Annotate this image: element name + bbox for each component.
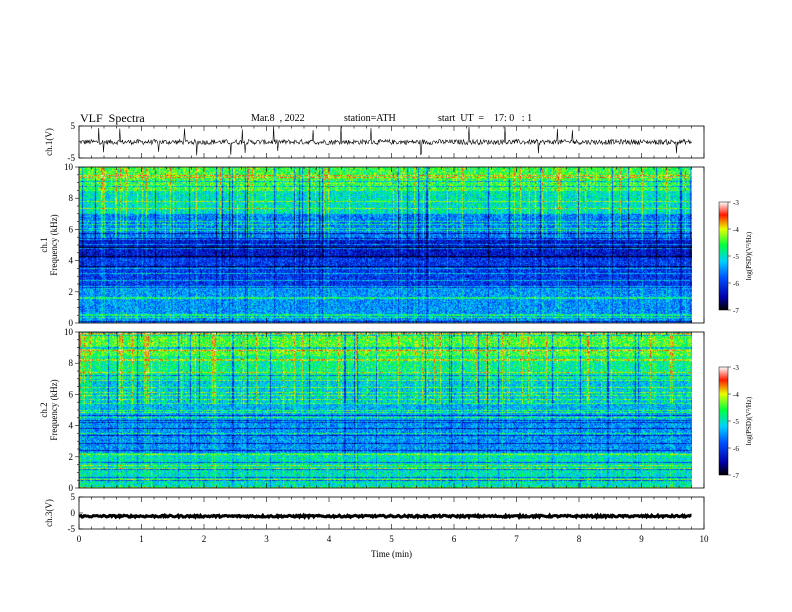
x-tick-label: 5 xyxy=(389,534,394,544)
ch1-spectrogram-ytick-label: 4 xyxy=(69,256,74,266)
ch1-spectrogram-ytick-label: 6 xyxy=(69,224,74,234)
ch2-spectrogram-colorbar-tick-label: -7 xyxy=(733,472,739,480)
x-tick-label: 2 xyxy=(202,534,207,544)
ch2-spectrogram-colorbar-tick-label: -4 xyxy=(733,391,739,399)
x-tick-label: 9 xyxy=(639,534,644,544)
ch3-waveform-ytick-label: 5 xyxy=(71,492,76,502)
x-tick-label: 0 xyxy=(77,534,82,544)
ch1-spectrogram-ytick-label: 0 xyxy=(69,318,74,328)
figure-title: VLF Spectra xyxy=(80,111,145,125)
x-axis-label: Time (min) xyxy=(371,549,412,559)
ch3-waveform-ytick-label: -5 xyxy=(68,524,76,534)
ch1-spectrogram-colorbar-tick-label: -5 xyxy=(733,253,739,261)
x-tick-label: 1 xyxy=(139,534,144,544)
station-label: station=ATH xyxy=(344,113,396,124)
ch2-spectrogram-colorbar-tick-label: -3 xyxy=(733,364,739,372)
ch1-spectrogram-colorbar-tick-label: -7 xyxy=(733,307,739,315)
ch3-waveform-ytick-label: 0 xyxy=(71,508,76,518)
ch2-spectrogram-ylabel: Frequency (kHz) xyxy=(49,379,59,440)
ch1-spectrogram-ytick-label: 8 xyxy=(69,193,74,203)
ch1-spectrogram-colorbar-label: log(PSD)(V²/Hz) xyxy=(745,231,753,280)
ch2-spectrogram-ytick-label: 0 xyxy=(69,483,74,493)
ch1-spectrogram-heatmap xyxy=(79,167,692,323)
ch2-spectrogram-ytick-label: 6 xyxy=(69,389,74,399)
x-tick-label: 7 xyxy=(514,534,519,544)
ch2-spectrogram-ytick-label: 10 xyxy=(64,327,74,337)
x-tick-label: 3 xyxy=(264,534,269,544)
ch1-waveform-trace xyxy=(78,126,692,156)
ch1-spectrogram-colorbar-tick-label: -3 xyxy=(733,199,739,207)
x-tick-label: 6 xyxy=(452,534,457,544)
ch2-spectrogram-ytick-label: 8 xyxy=(69,358,74,368)
start-time-label: start UT = 17: 0 : 1 xyxy=(438,113,533,124)
x-tick-label: 4 xyxy=(327,534,332,544)
ch1-spectrogram-colorbar xyxy=(718,201,729,311)
x-tick-label: 8 xyxy=(577,534,582,544)
ch1-waveform-ytick-label: -5 xyxy=(68,153,76,163)
ch2-spectrogram-ytick-label: 2 xyxy=(69,452,74,462)
ch1-spectrogram-ytick-label: 10 xyxy=(64,162,74,172)
ch2-spectrogram-channel-label: ch.2 xyxy=(39,402,49,417)
ch3-waveform-trace xyxy=(78,512,692,520)
date-label: Mar.8 , 2022 xyxy=(251,113,305,124)
ch2-spectrogram-colorbar-tick-label: -5 xyxy=(733,418,739,426)
ch3-waveform-ylabel: ch.3(V) xyxy=(44,499,54,527)
ch1-waveform-ytick-label: 5 xyxy=(71,121,76,131)
ch2-spectrogram-colorbar-label: log(PSD)(V²/Hz) xyxy=(745,396,753,445)
ch1-spectrogram-colorbar-tick-label: -4 xyxy=(733,226,739,234)
ch2-spectrogram-ytick-label: 4 xyxy=(69,421,74,431)
ch1-spectrogram-channel-label: ch.1 xyxy=(39,237,49,252)
ch1-waveform-ylabel: ch.1(V) xyxy=(44,128,54,156)
ch2-spectrogram-colorbar-tick-label: -6 xyxy=(733,445,739,453)
x-tick-label: 10 xyxy=(700,534,710,544)
ch1-spectrogram-ytick-label: 2 xyxy=(69,287,74,297)
ch2-spectrogram-colorbar xyxy=(718,366,729,476)
ch1-spectrogram-colorbar-tick-label: -6 xyxy=(733,280,739,288)
ch1-spectrogram-ylabel: Frequency (kHz) xyxy=(49,214,59,275)
ch2-spectrogram-heatmap xyxy=(79,332,692,488)
